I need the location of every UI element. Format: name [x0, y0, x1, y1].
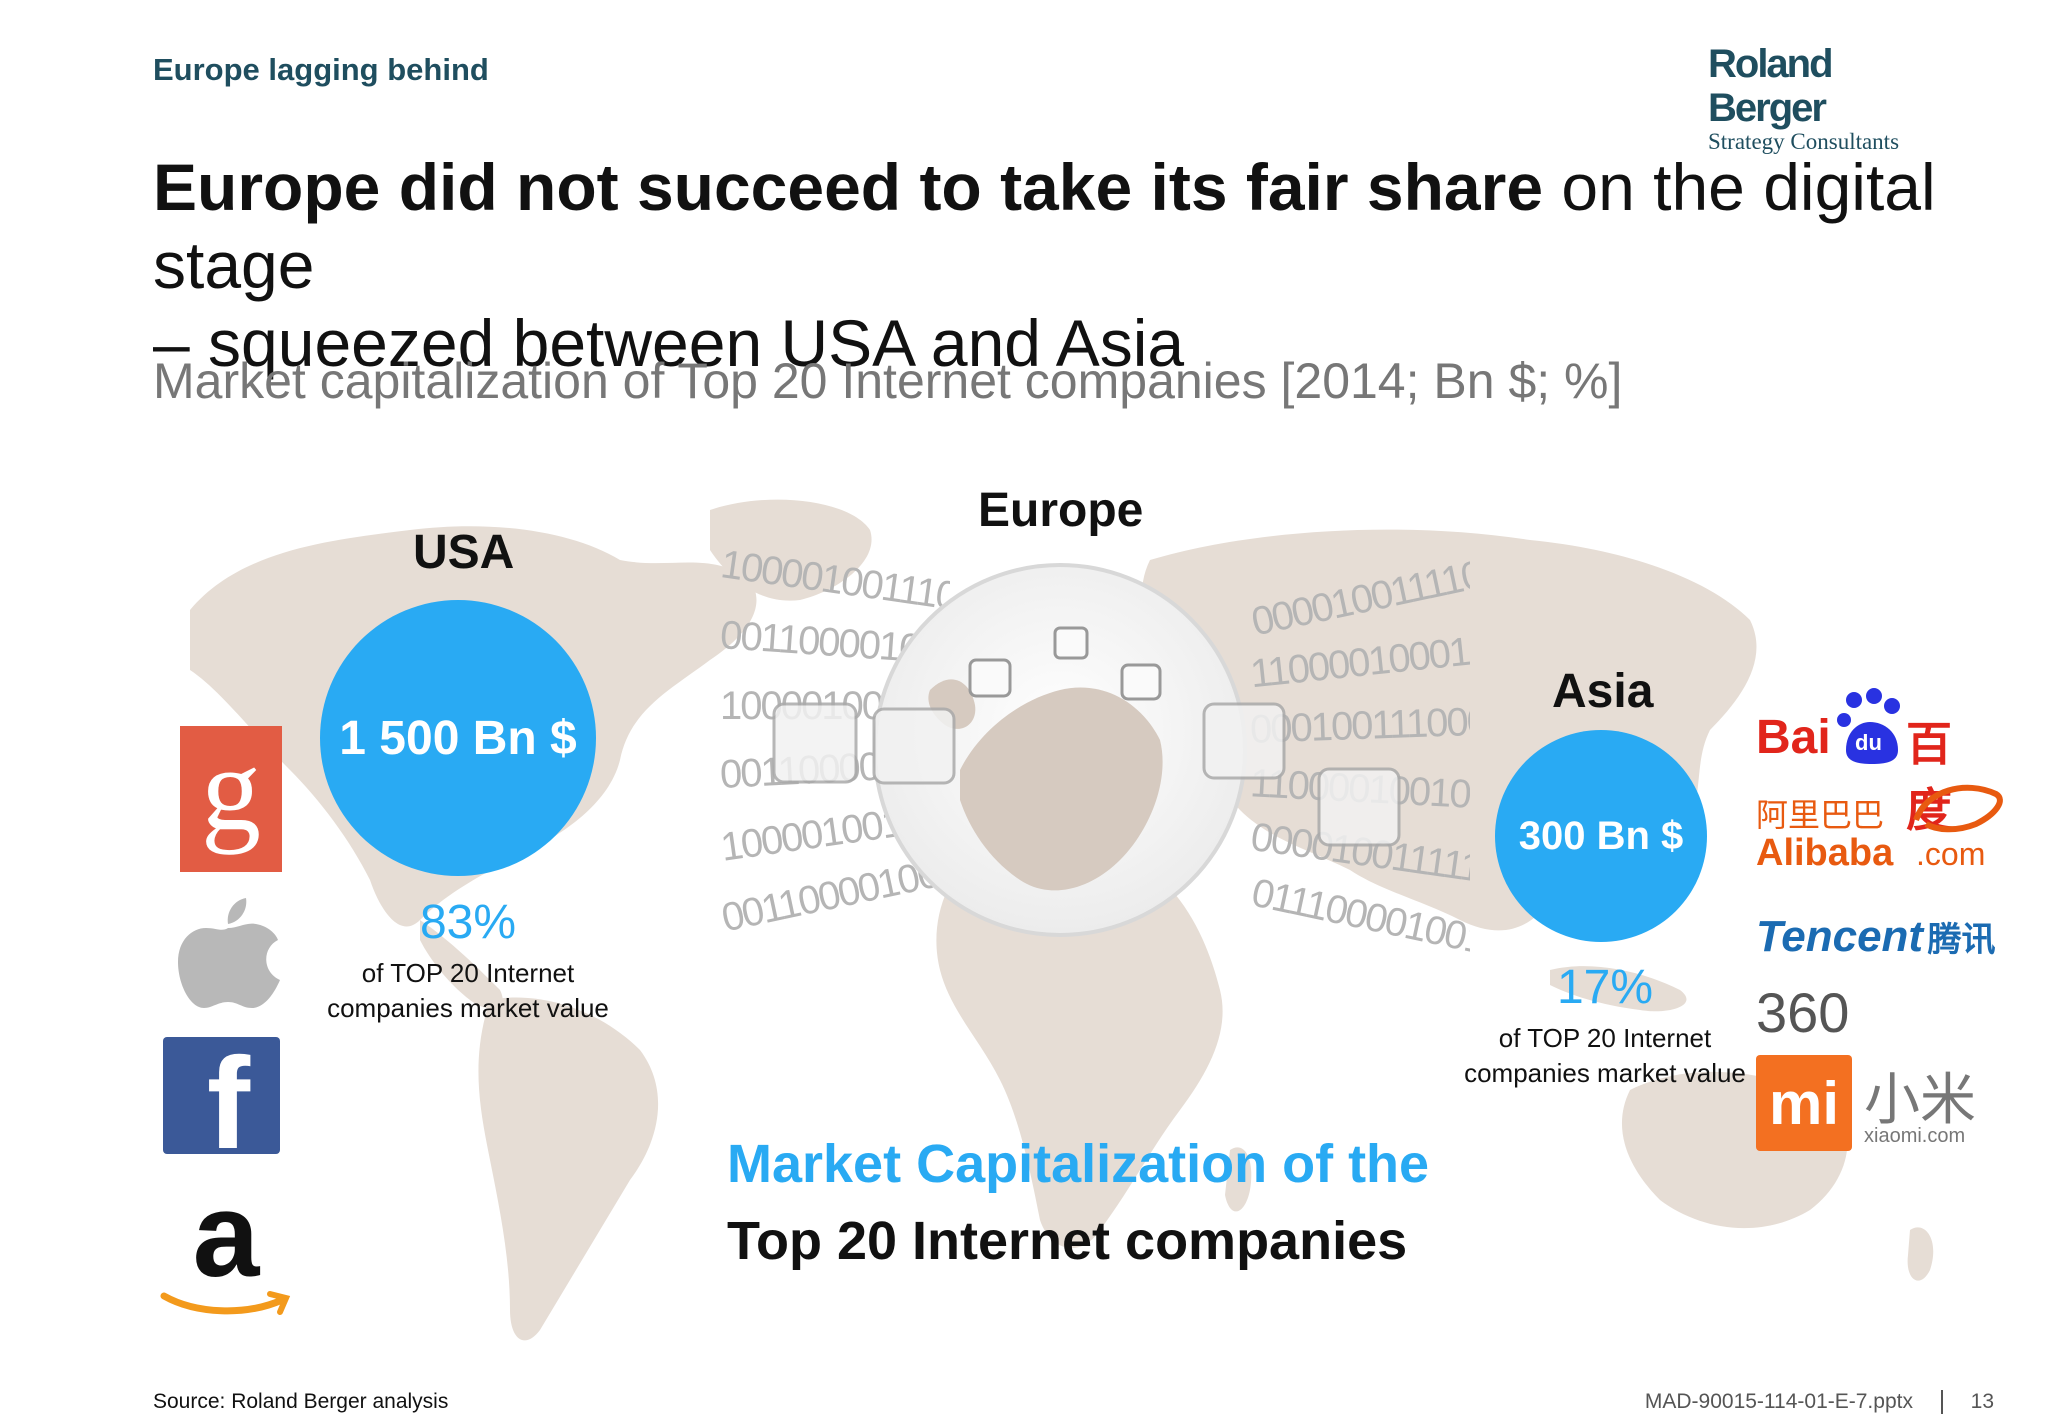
title-line2: – squeezed between USA and Asia: [153, 306, 1185, 380]
xiaomi-com: xiaomi.com: [1864, 1125, 1966, 1147]
bottom-headline-line1: Market Capitalization of the: [727, 1134, 1430, 1194]
region-label-usa: USA: [413, 526, 515, 579]
google-letter: g: [201, 722, 261, 855]
data-square-icon: [872, 707, 956, 785]
asia-caption-line2: companies market value: [1464, 1058, 1746, 1088]
apple-logo: [178, 898, 280, 1008]
map-central-america: [420, 920, 503, 1009]
usa-caption-line2: companies market value: [327, 993, 609, 1023]
bottom-headline-line2: Top 20 Internet companies: [727, 1211, 1408, 1271]
facebook-letter: f: [206, 1029, 251, 1176]
asia-value-bubble: 300 Bn $: [1495, 730, 1707, 942]
qihoo-360-logo: 360: [1756, 981, 1850, 1044]
baidu-du-text: du: [1855, 730, 1882, 755]
footer-divider: [1940, 1390, 1943, 1415]
page-title: Europe did not succeed to take its fair …: [153, 148, 1953, 382]
footer-filename: MAD-90015-114-01-E-7.pptx: [1644, 1390, 1913, 1413]
asia-percent: 17%: [1556, 961, 1654, 1014]
alibaba-logo: 阿里巴巴 Alibaba .com: [1756, 780, 2016, 880]
xiaomi-logo: mi 小米 xiaomi.com: [1756, 1055, 1996, 1151]
amazon-logo: a: [156, 1168, 296, 1320]
map-indonesia: [1550, 966, 1687, 1012]
map-south-america: [478, 997, 659, 1341]
section-label: Europe lagging behind: [153, 52, 489, 87]
usa-percent: 83%: [419, 896, 517, 949]
facebook-logo: f: [163, 1037, 280, 1168]
alibaba-smile-icon: [1913, 784, 2003, 833]
xiaomi-mi-text: mi: [1768, 1069, 1840, 1137]
usa-value: 1 500 Bn $: [339, 711, 577, 765]
xiaomi-mi-badge: mi: [1756, 1055, 1852, 1151]
tencent-text: Tencent: [1756, 912, 1924, 961]
xiaomi-chinese: 小米: [1864, 1068, 1976, 1131]
baidu-text: Bai: [1756, 711, 1831, 764]
map-africa: [936, 839, 1223, 1249]
tencent-logo: Tencent 腾讯: [1756, 912, 2026, 962]
map-new-zealand: [1907, 1227, 1934, 1281]
usa-caption: of TOP 20 Internet companies market valu…: [318, 956, 618, 1026]
asia-caption: of TOP 20 Internet companies market valu…: [1460, 1021, 1750, 1091]
alibaba-com: .com: [1916, 836, 1986, 872]
google-logo: g: [180, 726, 282, 872]
europe-globe: [873, 563, 1247, 937]
amazon-smile-icon: [160, 1291, 291, 1315]
region-label-asia: Asia: [1552, 665, 1654, 718]
data-square-icon: [1202, 702, 1286, 780]
source-note: Source: Roland Berger analysis: [153, 1390, 449, 1413]
footer-file-info: MAD-90015-114-01-E-7.pptx 13: [1644, 1390, 1994, 1415]
region-label-europe: Europe: [978, 484, 1144, 537]
brand-name: Roland Berger: [1708, 42, 1834, 130]
map-madagascar: [1225, 1147, 1252, 1212]
data-square-icon: [772, 702, 858, 784]
tencent-chinese: 腾讯: [1927, 921, 1996, 959]
alibaba-text: Alibaba: [1756, 832, 1894, 874]
title-bold: Europe did not succeed to take its fair …: [153, 150, 1544, 224]
usa-value-bubble: 1 500 Bn $: [320, 600, 596, 876]
data-square-icon: [1317, 767, 1401, 847]
usa-caption-line1: of TOP 20 Internet: [361, 958, 575, 988]
map-greenland: [710, 499, 872, 601]
asia-value: 300 Bn $: [1518, 813, 1684, 858]
page-number: 13: [1970, 1390, 1994, 1413]
chart-subtitle: Market capitalization of Top 20 Internet…: [153, 353, 1623, 409]
baidu-paw-icon: [1837, 688, 1900, 764]
asia-caption-line1: of TOP 20 Internet: [1498, 1023, 1712, 1053]
amazon-letter: a: [192, 1168, 260, 1302]
roland-berger-logo: Roland Berger Strategy Consultants: [1708, 42, 1928, 154]
baidu-logo: Bai du 百度: [1756, 688, 1996, 836]
alibaba-chinese: 阿里巴巴: [1756, 797, 1885, 833]
title-rest: on the digital stage: [153, 150, 1936, 302]
brand-subtitle: Strategy Consultants: [1708, 129, 1900, 154]
